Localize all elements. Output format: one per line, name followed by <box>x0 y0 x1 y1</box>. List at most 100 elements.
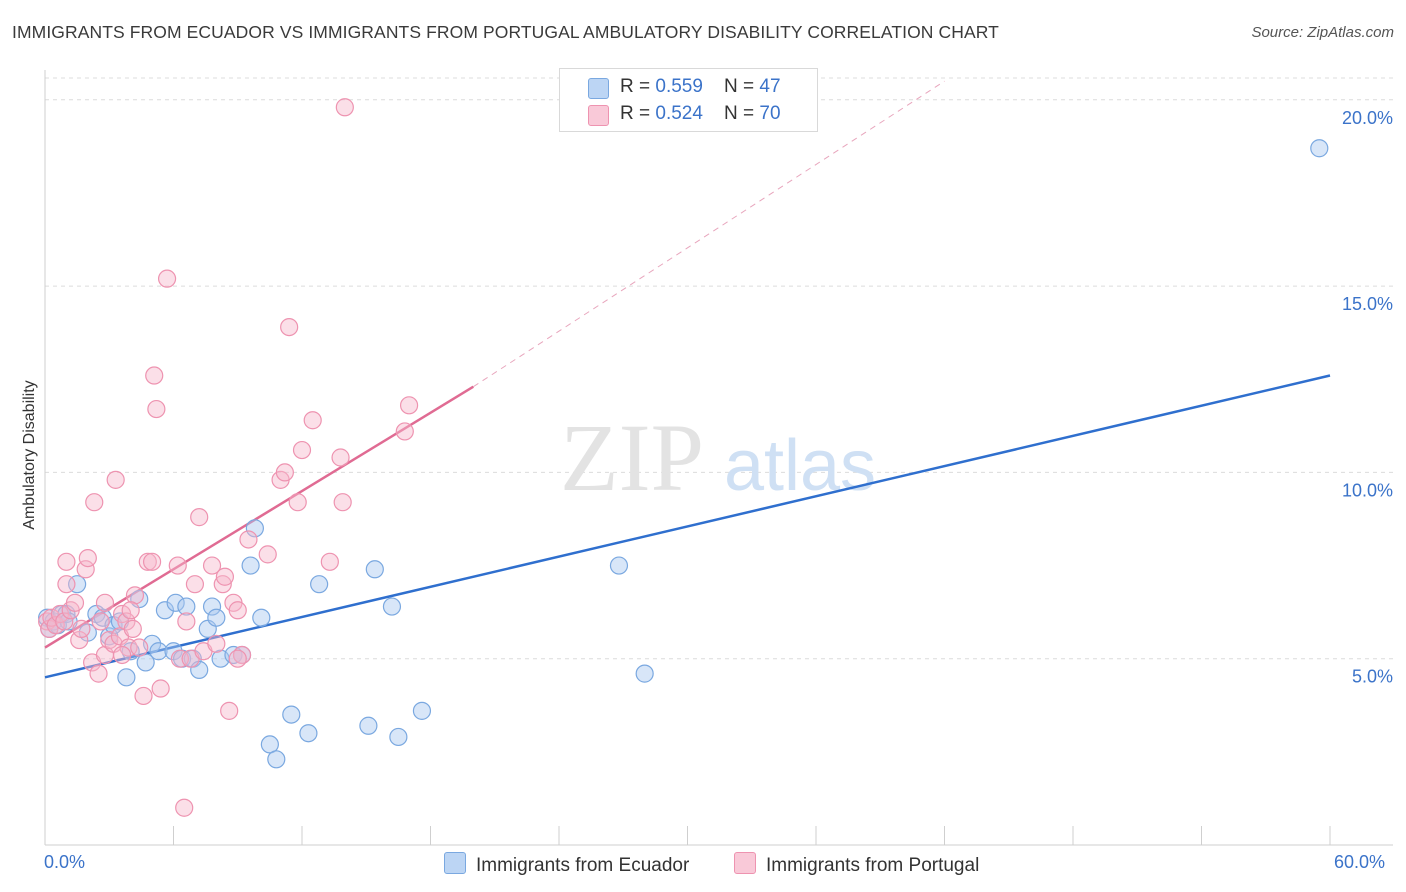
legend-r-label: R = <box>620 76 656 97</box>
trend-extension-portugal <box>473 80 945 388</box>
bottom-legend-label-portugal: Immigrants from Portugal <box>766 855 980 876</box>
point-ecuador <box>177 597 196 616</box>
point-portugal <box>280 317 299 337</box>
point-portugal <box>95 593 115 612</box>
point-portugal <box>117 612 136 631</box>
bottom-legend-label-ecuador: Immigrants from Ecuador <box>476 855 690 876</box>
point-portugal <box>275 463 294 482</box>
y-axis-label: Ambulatory Disability <box>21 380 38 530</box>
point-portugal <box>57 552 76 571</box>
point-ecuador <box>166 593 185 612</box>
bottom-legend-ecuador: Immigrants from Ecuador <box>444 852 689 877</box>
point-portugal <box>138 552 157 571</box>
point-portugal <box>65 593 85 612</box>
point-ecuador <box>267 750 286 769</box>
point-portugal <box>130 638 149 657</box>
point-portugal <box>333 493 352 512</box>
legend-n-label: N = <box>724 76 760 97</box>
point-portugal <box>320 552 339 571</box>
point-portugal <box>220 701 239 720</box>
point-portugal <box>89 664 108 683</box>
point-portugal <box>121 601 140 620</box>
point-portugal <box>55 612 74 631</box>
x-tick-label-min: 0.0% <box>44 852 86 872</box>
legend-r-portugal: 0.524 <box>655 103 703 124</box>
point-portugal <box>147 399 166 419</box>
y-tick-label: 5.0% <box>1352 667 1393 687</box>
point-portugal <box>85 493 104 512</box>
point-ecuador <box>155 601 175 620</box>
watermark-zip: ZIP <box>560 404 704 511</box>
point-portugal <box>134 686 153 706</box>
legend-n-label: N = <box>724 103 760 124</box>
point-portugal <box>207 634 226 653</box>
point-ecuador <box>299 724 318 743</box>
point-portugal <box>335 98 354 117</box>
point-ecuador <box>202 597 222 616</box>
point-portugal <box>142 552 162 571</box>
x-tick-label-max: 60.0% <box>1334 852 1386 872</box>
y-tick-labels: 5.0% 10.0% 15.0% 20.0% <box>1342 108 1393 687</box>
trend-lines <box>44 80 1331 679</box>
point-portugal <box>292 440 312 460</box>
legend-n-portugal: 70 <box>759 103 781 124</box>
point-portugal <box>399 396 419 415</box>
legend-n-ecuador: 47 <box>759 76 781 97</box>
watermark: ZIP atlas <box>560 404 876 511</box>
y-tick-label: 15.0% <box>1342 294 1393 314</box>
point-portugal <box>70 630 89 650</box>
point-ecuador <box>635 664 654 683</box>
point-portugal <box>215 567 234 586</box>
source-label: Source: ZipAtlas.com <box>1251 24 1394 41</box>
point-portugal <box>288 493 307 512</box>
chart-title: IMMIGRANTS FROM ECUADOR VS IMMIGRANTS FR… <box>12 22 999 42</box>
point-ecuador <box>241 556 260 575</box>
point-portugal <box>72 619 91 638</box>
point-portugal <box>91 612 110 631</box>
point-ecuador <box>245 519 264 538</box>
y-tick-label: 20.0% <box>1342 108 1393 128</box>
y-tick-label: 10.0% <box>1342 480 1393 500</box>
point-portugal <box>185 575 205 594</box>
bottom-legend-swatch-ecuador <box>444 852 466 874</box>
point-ecuador <box>609 556 629 575</box>
point-portugal <box>78 549 97 568</box>
point-ecuador <box>68 575 87 594</box>
point-portugal <box>112 645 132 665</box>
point-portugal <box>168 556 187 575</box>
correlation-legend: R = 0.559 N = 47 R = 0.524 N = 70 <box>559 68 818 132</box>
point-portugal <box>303 411 322 430</box>
point-portugal <box>228 601 247 620</box>
legend-r-label: R = <box>620 103 656 124</box>
point-ecuador <box>117 668 136 687</box>
point-portugal <box>157 269 177 288</box>
legend-swatch-ecuador <box>588 78 609 99</box>
point-portugal <box>170 649 190 668</box>
point-portugal <box>119 638 138 657</box>
point-ecuador <box>252 608 271 627</box>
point-portugal <box>76 560 95 579</box>
watermark-atlas: atlas <box>724 426 876 506</box>
point-ecuador <box>382 597 402 616</box>
point-portugal <box>228 649 247 668</box>
bottom-legend-swatch-portugal <box>734 852 756 874</box>
bottom-legend-portugal: Immigrants from Portugal <box>734 852 979 877</box>
point-portugal <box>125 586 145 605</box>
trend-line-ecuador <box>44 374 1331 679</box>
point-ecuador <box>389 727 408 747</box>
axes <box>44 70 1393 846</box>
point-ecuador <box>365 560 384 579</box>
point-portugal <box>213 575 232 594</box>
point-ecuador <box>149 642 168 661</box>
legend-r-ecuador: 0.559 <box>655 76 703 97</box>
point-portugal <box>57 575 76 594</box>
point-portugal <box>239 530 258 549</box>
point-portugal <box>145 366 164 385</box>
point-portugal <box>331 448 350 467</box>
point-portugal <box>258 545 277 564</box>
data-points <box>38 98 1329 817</box>
point-ecuador <box>359 716 378 735</box>
point-ecuador <box>310 575 329 594</box>
point-portugal <box>175 798 194 817</box>
